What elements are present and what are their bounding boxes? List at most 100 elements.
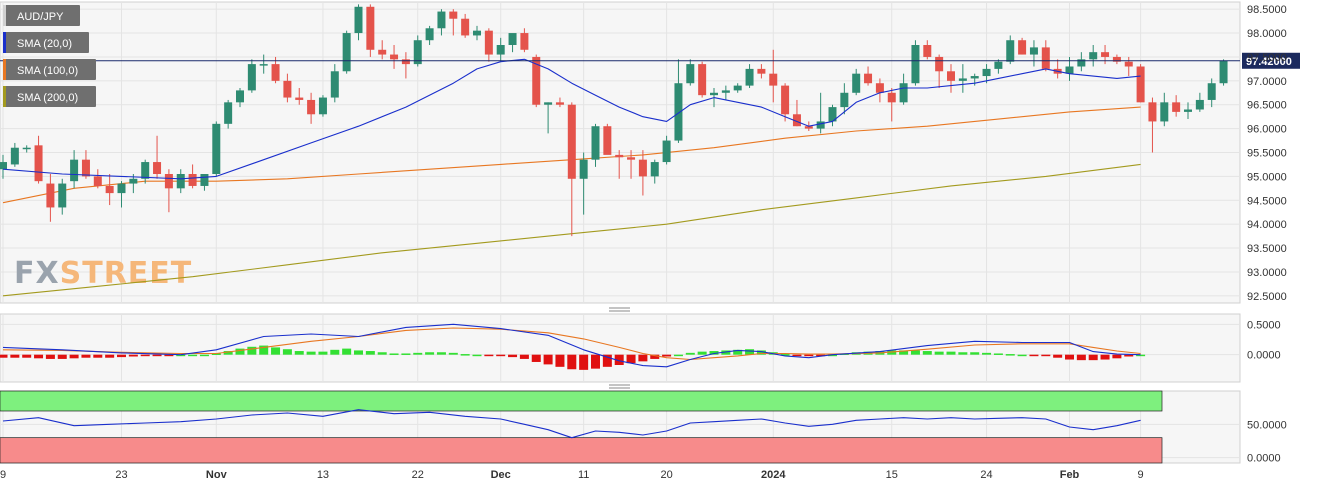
candle <box>117 181 126 208</box>
macd-histogram-bar <box>816 354 826 357</box>
macd-signal-line <box>2 327 1141 361</box>
candle <box>236 88 244 108</box>
macd-histogram-bar <box>745 349 755 355</box>
candle <box>911 40 920 86</box>
candle <box>1136 64 1145 103</box>
candle-body <box>935 56 944 72</box>
candle <box>93 169 102 189</box>
candle <box>318 95 327 117</box>
candle <box>638 150 647 196</box>
rsi-pane[interactable]: 50.0000 0.0000 <box>0 390 1287 465</box>
candle-body <box>1101 52 1110 57</box>
price-tick-label: 96.0000 <box>1247 124 1287 136</box>
price-tick-label: 93.0000 <box>1247 267 1287 279</box>
time-tick-label: Dec <box>491 469 511 481</box>
candle <box>1148 97 1157 153</box>
candlesticks <box>0 4 1228 237</box>
pane-divider-handle-1[interactable] <box>609 307 630 312</box>
time-tick-label: 13 <box>317 469 329 481</box>
candle-body <box>236 90 244 103</box>
candle-body <box>247 64 256 91</box>
candle-body <box>164 174 173 189</box>
time-tick-label: 24 <box>980 469 992 481</box>
macd-histogram-bar <box>377 352 387 355</box>
candle-body <box>781 85 790 115</box>
candle <box>413 35 422 67</box>
pane-divider-handle-2[interactable] <box>609 384 630 389</box>
candle <box>354 4 363 41</box>
candle-body <box>544 102 553 105</box>
candle <box>769 49 778 103</box>
candle-body <box>828 107 837 122</box>
time-tick-label: 9 <box>0 469 6 481</box>
macd-histogram-bar <box>709 351 719 355</box>
macd-histogram-bar <box>614 354 624 365</box>
candle-body <box>34 145 43 182</box>
candle-body <box>93 176 102 186</box>
macd-histogram-bar <box>496 354 506 357</box>
candle-body <box>911 45 920 84</box>
candle <box>686 59 695 86</box>
macd-histogram-bar <box>780 354 790 356</box>
candle <box>698 61 707 98</box>
candle-body <box>804 126 813 129</box>
candle <box>259 54 268 74</box>
candle-body <box>840 92 849 108</box>
candle-body <box>330 71 339 98</box>
rsi-tick-label: 0.0000 <box>1247 453 1281 465</box>
symbol-legend-box <box>3 5 80 26</box>
macd-histogram-bar <box>34 354 44 359</box>
candle-body <box>10 147 19 165</box>
candle <box>484 28 493 62</box>
candle <box>10 142 19 167</box>
macd-histogram-bar <box>673 354 683 357</box>
candle <box>141 159 150 184</box>
macd-histogram-bar <box>1076 354 1086 361</box>
candle-body <box>1148 102 1157 122</box>
candle <box>1089 45 1098 67</box>
macd-histogram-bar <box>910 350 920 355</box>
macd-histogram-bar <box>472 354 482 357</box>
macd-pane[interactable]: 0.5000 0.0000 <box>0 313 1281 383</box>
macd-histogram-bar <box>982 352 992 355</box>
candle-body <box>638 159 647 177</box>
macd-histogram-bar <box>223 351 233 355</box>
candle <box>864 66 873 86</box>
macd-histogram-bar <box>176 354 186 357</box>
candle <box>401 52 410 79</box>
macd-histogram-bar <box>650 354 660 359</box>
macd-signal-path <box>2 327 1141 361</box>
candle-body <box>200 174 209 186</box>
price-y-axis: 98.5000 98.0000 97.5000 97.0000 96.5000 96.00… <box>1247 4 1287 303</box>
rsi-tick-label: 50.0000 <box>1247 419 1287 431</box>
candle-body <box>1077 59 1086 67</box>
macd-histogram <box>0 345 1146 370</box>
candle <box>544 102 553 134</box>
candle <box>935 54 944 88</box>
macd-histogram-bar <box>365 351 375 355</box>
macd-histogram-bar <box>69 354 79 359</box>
candle-body <box>532 56 541 105</box>
candle <box>947 64 955 93</box>
candle-body <box>259 64 268 66</box>
price-tick-label: 98.0000 <box>1247 28 1287 40</box>
macd-histogram-bar <box>899 350 909 355</box>
sma-200-legend-swatch <box>3 86 6 107</box>
rsi-overbought-zone <box>0 390 1163 412</box>
candle <box>1207 78 1216 108</box>
macd-histogram-bar <box>306 351 316 355</box>
candle <box>1018 37 1027 55</box>
candle <box>875 78 884 103</box>
candle <box>828 104 837 127</box>
macd-histogram-bar <box>140 354 150 357</box>
price-pane[interactable]: FXSTREET 97.42000 98.500098.000097.50009… <box>0 1 1300 304</box>
macd-histogram-bar <box>247 346 257 355</box>
macd-histogram-bar <box>22 354 32 358</box>
candle-body <box>710 92 718 96</box>
candle-body <box>176 174 185 189</box>
macd-histogram-bar <box>697 351 707 355</box>
price-tick-label: 92.5000 <box>1247 291 1287 303</box>
sma-100-legend-swatch <box>3 59 6 80</box>
macd-histogram-bar <box>543 354 553 365</box>
candle-body <box>1029 47 1038 55</box>
